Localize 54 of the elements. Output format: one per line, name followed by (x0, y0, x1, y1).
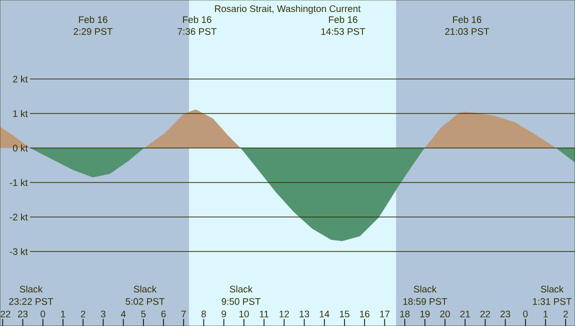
x-tick-label: 22 (0, 310, 10, 318)
annotation: 9:50 PST (222, 298, 261, 305)
annotation: Slack (20, 286, 43, 292)
x-tick-label: 15 (340, 310, 350, 318)
annotation: 7:36 PST (178, 28, 216, 35)
x-tick-label: 7 (181, 310, 186, 318)
x-tick-label: 8 (202, 310, 206, 318)
y-tick-label: -1 kt (10, 179, 28, 186)
x-tick-label: 2 (80, 310, 86, 318)
annotation: 1:31 PST (533, 298, 572, 305)
x-tick-label: 20 (440, 310, 450, 318)
x-tick-label: 21 (460, 310, 470, 318)
x-tick-label: 0 (523, 310, 528, 318)
annotation: 21:03 PST (445, 28, 490, 35)
x-tick-label: 16 (360, 310, 370, 318)
annotation: 2:29 PST (74, 28, 112, 35)
x-tick-label: 19 (420, 310, 430, 318)
x-tick-label: 12 (280, 310, 289, 318)
x-tick-label: 10 (239, 310, 249, 318)
x-tick-label: 9 (222, 310, 226, 318)
x-tick-label: 6 (161, 310, 166, 318)
y-tick-label: 2 kt (13, 76, 28, 82)
y-tick-label: -3 kt (10, 248, 28, 255)
x-tick-label: 18 (400, 310, 410, 318)
annotation: Feb 16 (183, 16, 212, 23)
x-tick-label: 4 (120, 310, 126, 318)
y-tick-label: 1 kt (13, 110, 28, 117)
x-tick-label: 2 (563, 310, 568, 318)
text: Rosario Strait, Washington Current (215, 5, 361, 14)
x-tick-label: 13 (300, 310, 310, 318)
annotation: 18:59 PST (403, 298, 448, 305)
annotation: Slack (414, 286, 437, 292)
x-tick-label: 11 (260, 310, 268, 318)
x-tick-label: 14 (320, 310, 330, 318)
annotation: 14:53 PST (321, 28, 366, 35)
x-tick-label: 1 (544, 310, 548, 318)
x-tick-label: 22 (480, 310, 490, 318)
x-tick-label: 1 (61, 310, 66, 318)
y-tick-label: 0 kt (12, 144, 28, 152)
x-tick-label: 23 (500, 310, 510, 318)
annotation: Feb 16 (329, 16, 358, 23)
annotation: Slack (230, 286, 253, 292)
annotation: Feb 16 (453, 16, 482, 23)
annotation: Slack (134, 286, 157, 292)
annotation: 23:22 PST (9, 298, 54, 305)
x-tick-label: 3 (100, 310, 106, 318)
x-tick-label: 0 (40, 310, 46, 318)
y-tick-label: -2 kt (10, 214, 28, 220)
x-tick-label: 17 (380, 310, 390, 318)
annotation: Feb 16 (79, 16, 108, 23)
annotation: Slack (540, 286, 564, 292)
x-tick-label: 23 (18, 310, 28, 318)
x-tick-label: 5 (141, 310, 146, 318)
annotation: 5:02 PST (126, 298, 164, 305)
